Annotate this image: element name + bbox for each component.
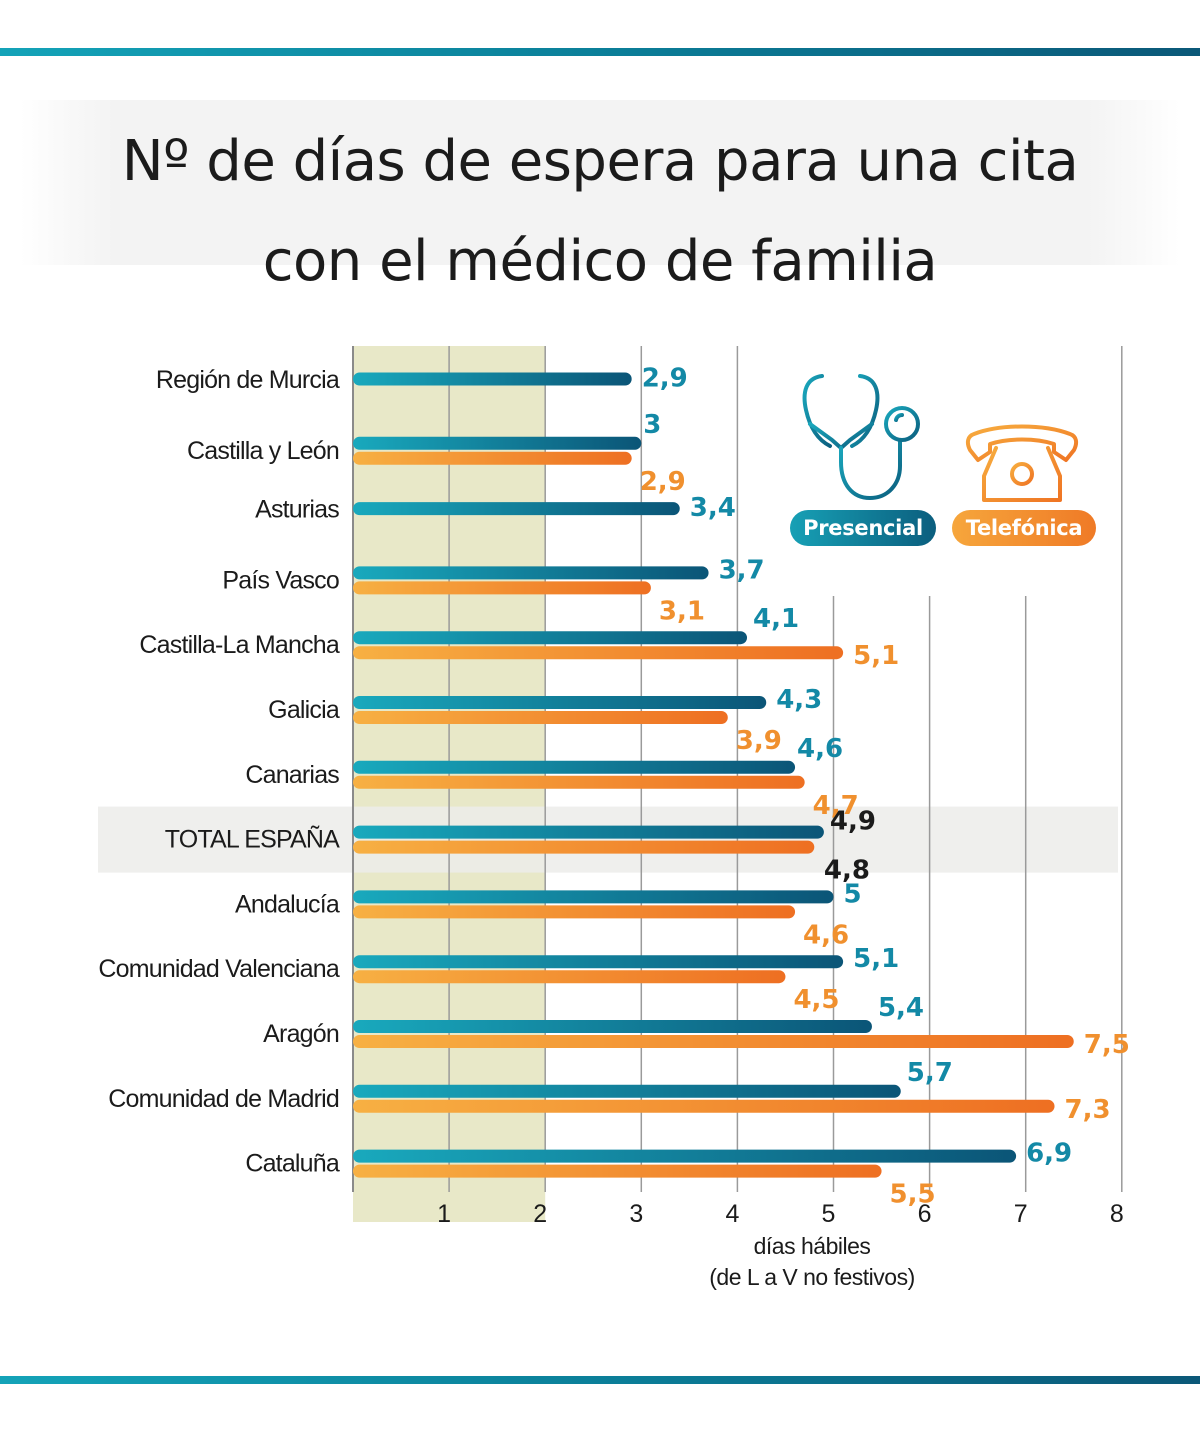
value-label-telefonica: 4,8: [824, 856, 870, 886]
x-tick-label: 8: [1110, 1200, 1124, 1228]
value-label-presencial: 5: [844, 879, 862, 909]
category-label: País Vasco: [222, 566, 339, 594]
x-tick-label: 7: [1014, 1200, 1028, 1228]
bar-presencial: [353, 696, 767, 709]
category-label: Comunidad de Madrid: [108, 1085, 339, 1113]
category-label: Castilla y León: [187, 437, 339, 465]
category-label: Castilla-La Mancha: [139, 631, 339, 659]
bar-presencial: [353, 436, 642, 450]
category-label: Canarias: [245, 761, 339, 789]
category-label: Región de Murcia: [156, 366, 340, 394]
title-line-2: con el médico de familia: [262, 229, 938, 294]
value-label-presencial: 4,1: [753, 604, 799, 634]
category-label: TOTAL ESPAÑA: [165, 825, 340, 854]
telephone-icon: [965, 424, 1079, 502]
bar-telefonica: [353, 1035, 1074, 1048]
value-label-telefonica: 5,1: [853, 641, 899, 671]
bar-telefonica: [353, 646, 844, 660]
x-axis-title-line-2: (de L a V no festivos): [709, 1264, 914, 1290]
bar-presencial: [353, 955, 844, 969]
legend-presencial-label: Presencial: [790, 510, 936, 546]
stethoscope-icon: [802, 374, 920, 500]
category-label: Galicia: [268, 696, 340, 724]
bar-telefonica: [353, 775, 805, 789]
bar-presencial: [353, 1084, 901, 1098]
bar-presencial: [353, 760, 796, 774]
title-band: [20, 100, 1180, 265]
legend-presencial: [802, 374, 920, 500]
bar-presencial: [353, 631, 748, 645]
category-label: Comunidad Valenciana: [98, 955, 340, 983]
value-label-presencial: 3,4: [690, 493, 736, 523]
bar-telefonica: [353, 840, 815, 854]
value-label-presencial: 3: [643, 410, 661, 440]
value-label-presencial: 5,7: [907, 1058, 953, 1088]
value-label-presencial: 4,6: [797, 734, 843, 764]
value-label-presencial: 5,4: [878, 993, 924, 1023]
x-tick-label: 5: [822, 1200, 836, 1228]
value-label-presencial: 6,9: [1026, 1139, 1072, 1169]
value-label-presencial: 4,3: [776, 685, 822, 715]
bar-presencial: [353, 890, 834, 904]
category-label: Cataluña: [245, 1150, 340, 1178]
category-label: Asturias: [255, 496, 339, 524]
value-label-presencial: 2,9: [642, 364, 688, 394]
title-line-1: Nº de días de espera para una cita: [121, 129, 1079, 194]
value-label-telefonica: 4,6: [803, 920, 849, 950]
bar-presencial: [353, 1020, 872, 1033]
bar-presencial: [353, 502, 680, 516]
value-label-telefonica: 3,1: [659, 596, 705, 626]
x-tick-label: 1: [437, 1200, 451, 1228]
value-label-presencial: 5,1: [853, 944, 899, 974]
chart-title: Nº de días de espera para una cita con e…: [0, 112, 1200, 312]
x-tick-label: 4: [725, 1200, 739, 1228]
category-label: Aragón: [263, 1020, 339, 1048]
legend-telefonica-label: Telefónica: [952, 510, 1096, 546]
value-label-telefonica: 2,9: [640, 467, 686, 497]
bar-presencial: [353, 566, 709, 580]
legend-telefonica: [965, 424, 1079, 502]
x-tick-label: 2: [533, 1200, 547, 1228]
value-label-telefonica: 4,5: [793, 985, 839, 1015]
bar-telefonica: [353, 711, 728, 724]
value-label-telefonica: 7,5: [1084, 1030, 1130, 1060]
value-label-telefonica: 7,3: [1065, 1095, 1111, 1125]
value-label-telefonica: 3,9: [736, 726, 782, 756]
bar-telefonica: [353, 970, 786, 984]
total-row-band: [98, 806, 1118, 873]
value-label-telefonica: 5,5: [890, 1180, 936, 1210]
category-label: Andalucía: [235, 890, 340, 918]
value-label-presencial: 3,7: [719, 555, 765, 585]
value-label-telefonica: 4,7: [813, 791, 859, 821]
x-tick-label: 6: [918, 1200, 932, 1228]
bar-presencial: [353, 825, 824, 839]
bar-presencial: [353, 1149, 1017, 1163]
bar-presencial: [353, 372, 632, 386]
x-axis-title-line-1: días hábiles: [754, 1233, 871, 1259]
bottom-rule: [0, 1376, 1200, 1384]
bar-telefonica: [353, 581, 651, 595]
bar-telefonica: [353, 905, 796, 919]
bar-telefonica: [353, 1099, 1055, 1113]
bar-telefonica: [353, 1164, 882, 1178]
value-label-presencial: 4,9: [830, 807, 876, 837]
bar-telefonica: [353, 451, 632, 465]
top-rule: [0, 48, 1200, 56]
x-tick-label: 3: [629, 1200, 643, 1228]
